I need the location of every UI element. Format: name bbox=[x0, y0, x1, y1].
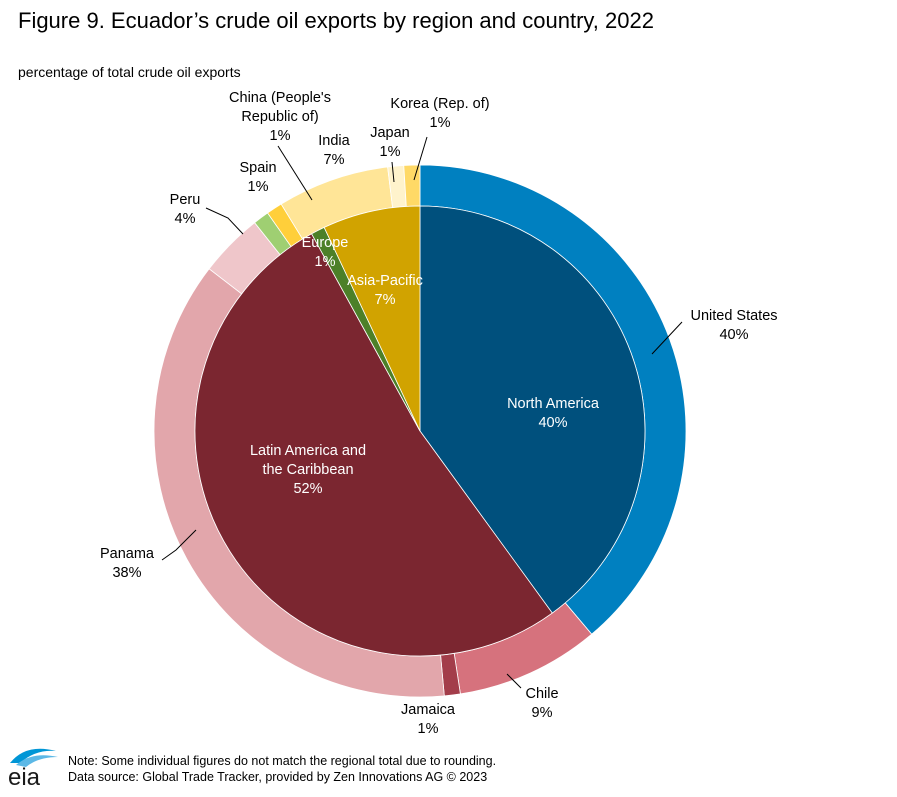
label-asia-pacific: Asia-Pacific 7% bbox=[347, 273, 423, 308]
chart-subtitle: percentage of total crude oil exports bbox=[18, 64, 241, 80]
label-jamaica: Jamaica 1% bbox=[401, 702, 456, 737]
label-peru: Peru 4% bbox=[170, 192, 201, 227]
logo-text: eia bbox=[8, 764, 41, 791]
label-north-america: North America 40% bbox=[507, 396, 600, 431]
label-latin-america: Latin America and the Caribbean 52% bbox=[250, 443, 366, 497]
outer-slice-korea-rep-of bbox=[403, 164, 421, 207]
label-panama: Panama 38% bbox=[100, 546, 155, 581]
footnote: Note: Some individual figures do not mat… bbox=[68, 753, 496, 785]
eia-logo: eia bbox=[8, 748, 58, 791]
label-india: India 7% bbox=[318, 133, 350, 168]
label-china: China (People's Republic of) 1% bbox=[229, 90, 331, 144]
leader-line-united-states bbox=[651, 321, 683, 355]
label-spain: Spain 1% bbox=[239, 160, 276, 195]
leader-line-chile bbox=[506, 673, 522, 689]
label-chile: Chile 9% bbox=[525, 686, 558, 721]
leader-line-korea bbox=[413, 136, 428, 181]
label-japan: Japan 1% bbox=[370, 125, 410, 160]
label-united-states: United States 40% bbox=[690, 308, 777, 343]
leader-line-peru bbox=[205, 207, 244, 235]
leader-line-china bbox=[277, 145, 313, 201]
leader-line-panama bbox=[161, 529, 197, 561]
source-text: Data source: Global Trade Tracker, provi… bbox=[68, 770, 488, 784]
label-europe: Europe 1% bbox=[302, 235, 349, 270]
leader-line-japan bbox=[391, 161, 395, 183]
label-korea: Korea (Rep. of) 1% bbox=[390, 96, 489, 131]
inner-slice-latin-america-and-the-caribbean bbox=[194, 233, 553, 657]
chart-title: Figure 9. Ecuador’s crude oil exports by… bbox=[18, 8, 654, 33]
inner-slice-north-america bbox=[419, 205, 646, 614]
note-text: Note: Some individual figures do not mat… bbox=[68, 754, 497, 768]
inner-slice-asia-pacific bbox=[323, 205, 421, 432]
